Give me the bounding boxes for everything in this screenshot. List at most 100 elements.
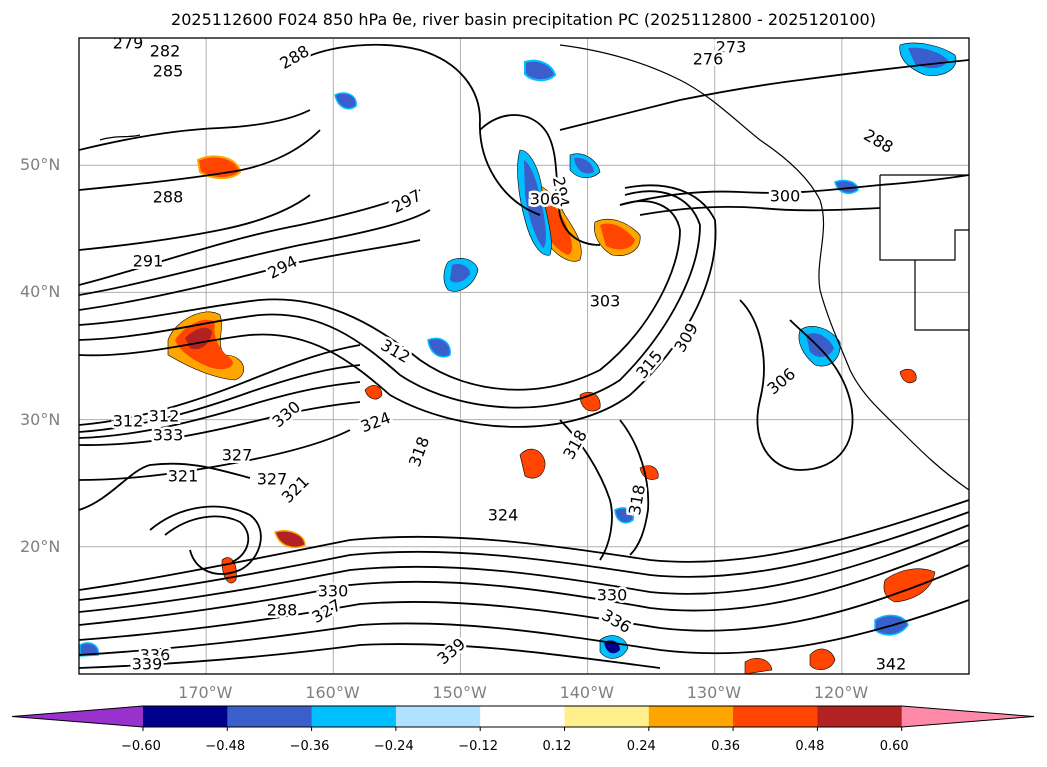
contour-label-halo: 324 (488, 506, 519, 525)
colorbar-tick-label: −0.60 (121, 739, 161, 754)
contour-line (79, 599, 969, 656)
lon-tick-label: 140°W (559, 683, 614, 702)
neg-anomaly-patch (524, 160, 546, 248)
state-border (914, 260, 969, 331)
contour-label-halo: 327 (257, 470, 288, 489)
precip-pc-fill (79, 42, 957, 674)
neg-anomaly-patch (334, 92, 357, 110)
neg-anomaly-patch (450, 264, 470, 283)
contour-label-halo: 330 (318, 582, 349, 601)
neg-anomaly-patch (427, 337, 451, 358)
contour-line (164, 515, 250, 563)
colorbar-segment (227, 706, 313, 727)
colorbar-tick-label: 0.48 (795, 739, 825, 754)
colorbar-segment (480, 706, 565, 727)
colorbar-segment (143, 706, 228, 727)
contour-label-halo: 312 (113, 412, 144, 431)
neg-anomaly-patch (574, 157, 594, 174)
coastlines (99, 44, 969, 491)
contour-line (79, 184, 717, 428)
contour-line (559, 419, 613, 561)
lon-tick-label: 170°W (178, 683, 233, 702)
contour-label-halo: 312 (149, 407, 180, 426)
contour-label-halo: 279 (113, 34, 144, 53)
contour-label: 339 (132, 655, 163, 674)
contour-label-halo: 336 (140, 646, 171, 665)
contour-line (79, 401, 361, 446)
colorbar-segment (311, 706, 397, 727)
colorbar-segment (817, 706, 903, 727)
contour-label-halo: 285 (153, 62, 184, 81)
contour-line (79, 524, 969, 613)
contour-line (79, 200, 681, 391)
neg-anomaly-patch (806, 333, 834, 357)
contour-label: 276 (693, 50, 724, 69)
contour-label: 312 (113, 412, 144, 431)
contour-label-halo: 342 (876, 655, 907, 674)
contour-line (79, 539, 969, 626)
contour-line (479, 114, 601, 246)
contour-line (79, 129, 321, 191)
contour-label-halo: 273 (716, 38, 747, 57)
contour-label-halo: 288 (153, 188, 184, 207)
contour-line (79, 364, 361, 433)
lon-tick-label: 150°W (432, 683, 487, 702)
colorbar-tick-label: −0.24 (373, 739, 414, 754)
contour-label-halo: 306 (530, 190, 561, 209)
colorbar-tick-label: 0.60 (879, 739, 909, 754)
colorbar-tick-label: −0.48 (205, 739, 246, 754)
contour-label: 273 (716, 38, 747, 57)
contour-line (79, 190, 701, 409)
contour-line (79, 381, 361, 439)
theta-e-contours (79, 43, 969, 669)
contour-label-halo: 321 (168, 467, 199, 486)
colorbar-tick-label: −0.12 (458, 739, 499, 754)
lon-tick-label: 120°W (813, 683, 869, 702)
coastline (99, 134, 141, 141)
contour-line (639, 205, 881, 216)
neg-anomaly-patch (524, 59, 557, 82)
contour-line (79, 643, 661, 669)
chart-title: 2025112600 F024 850 hPa θe, river basin … (171, 10, 876, 29)
contour-line (79, 511, 969, 601)
contour-label: 303 (590, 292, 621, 311)
contour-line (79, 499, 969, 591)
contour-label-halo: 288 (267, 601, 298, 620)
pos-anomaly-patch (600, 223, 635, 250)
contour-line (619, 174, 969, 206)
colorbar-tick-label: −0.36 (289, 739, 330, 754)
pos-anomaly-patch (899, 368, 917, 384)
lat-tick-label: 20°N (20, 536, 61, 556)
contour-label-halo: 330 (597, 586, 628, 605)
contour-label-halo: 291 (133, 252, 164, 271)
contour-line (299, 43, 541, 216)
contour-label: 288 (267, 601, 298, 620)
contour-label: 312 (149, 407, 180, 426)
contour-line (559, 59, 969, 131)
contour-label: 333 (153, 426, 184, 445)
contour-label: 327 (257, 470, 288, 489)
neg-anomaly-patch (79, 642, 99, 657)
contour-line (619, 419, 650, 556)
contour-line (79, 564, 969, 641)
contour-label: 288 (153, 188, 184, 207)
contour-label: 300 (770, 187, 801, 206)
contour-label-halo: 339 (132, 655, 163, 674)
contour-label-halo: 300 (770, 187, 801, 206)
colorbar-extend-max (901, 706, 1034, 727)
contour-label: 321 (168, 467, 199, 486)
contour-label: 327 (222, 446, 253, 465)
contour-label: 336 (140, 646, 171, 665)
contour-label: 342 (876, 655, 907, 674)
contour-label: 330 (597, 586, 628, 605)
contour-line (79, 239, 421, 311)
pos-anomaly-patch (744, 657, 773, 674)
contour-line (79, 189, 421, 286)
contour-label-halo: 282 (150, 42, 181, 61)
contour-line (149, 505, 262, 575)
colorbar-segment (564, 706, 650, 727)
contour-label: 306 (530, 190, 561, 209)
colorbar-tick-label: 0.24 (626, 739, 656, 754)
